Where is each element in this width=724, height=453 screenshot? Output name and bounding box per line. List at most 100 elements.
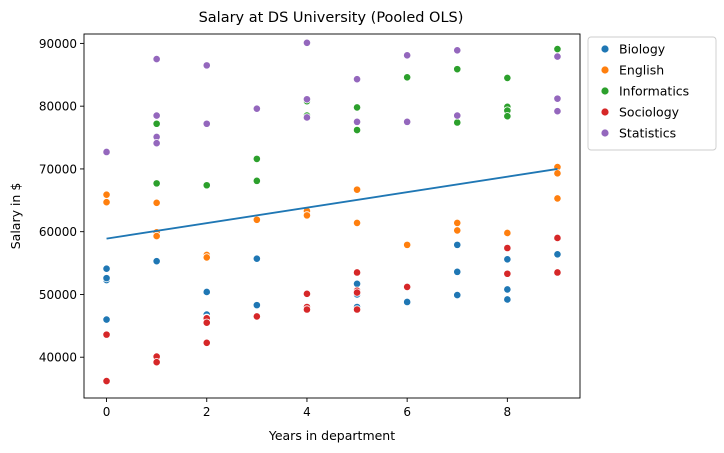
data-point <box>202 181 211 190</box>
data-point <box>152 139 161 148</box>
data-point <box>403 51 412 60</box>
data-point <box>102 198 111 207</box>
x-tick-label: 6 <box>403 405 411 419</box>
data-point <box>352 218 362 228</box>
data-point <box>453 267 462 276</box>
data-point <box>352 103 362 112</box>
data-point <box>102 330 111 339</box>
data-point <box>352 288 362 297</box>
data-point <box>453 218 462 228</box>
legend-item: Sociology <box>600 105 680 120</box>
legend-box <box>587 36 717 151</box>
data-point <box>453 240 462 249</box>
data-point <box>102 190 111 199</box>
series-english <box>102 162 562 262</box>
chart-title: Salary at DS University (Pooled OLS) <box>199 10 464 26</box>
data-point <box>453 290 462 300</box>
data-point <box>503 73 512 83</box>
data-point <box>503 295 512 304</box>
data-point <box>453 111 462 120</box>
data-point <box>503 243 512 253</box>
data-point <box>352 279 362 288</box>
legend: Biology English Informatics Sociology Statis… <box>587 36 717 151</box>
data-point <box>553 233 562 243</box>
y-tick-label: 70000 <box>39 162 77 176</box>
data-point <box>252 312 261 321</box>
data-point <box>152 179 161 188</box>
data-point <box>503 269 512 278</box>
legend-marker <box>600 44 610 54</box>
data-point <box>352 125 362 135</box>
series-sociology <box>102 233 562 386</box>
data-point <box>252 301 261 310</box>
x-axis-label: Years in department <box>268 428 395 443</box>
data-point <box>553 194 562 203</box>
x-tick-label: 8 <box>504 405 512 419</box>
y-tick-label: 90000 <box>39 37 77 51</box>
data-point <box>202 318 211 327</box>
data-point <box>302 289 312 298</box>
legend-marker <box>600 65 610 75</box>
data-point <box>503 285 512 294</box>
data-point <box>453 226 462 235</box>
series-informatics <box>152 44 562 190</box>
legend-label: Statistics <box>619 126 676 141</box>
data-point <box>403 73 412 82</box>
data-point <box>553 52 562 61</box>
data-point <box>553 169 562 178</box>
x-axis: 0 2 4 6 8 <box>103 398 511 419</box>
data-point <box>352 185 362 194</box>
data-point <box>302 211 312 220</box>
y-tick-label: 50000 <box>39 288 77 302</box>
data-point <box>403 297 412 307</box>
data-point <box>453 65 462 74</box>
data-point <box>202 253 211 262</box>
legend-label: English <box>619 63 664 78</box>
series-biology <box>102 240 562 324</box>
data-point <box>503 112 512 121</box>
x-tick-label: 0 <box>103 405 111 419</box>
data-point <box>302 305 312 314</box>
y-axis-label: Salary in $ <box>8 183 23 250</box>
data-point <box>252 215 261 224</box>
data-point <box>102 147 111 157</box>
legend-marker <box>600 86 610 96</box>
legend-item: Statistics <box>600 126 676 141</box>
data-point <box>403 117 412 126</box>
legend-item: Informatics <box>600 84 689 99</box>
plot-frame <box>83 33 581 399</box>
data-point <box>152 119 161 128</box>
data-point <box>503 228 512 238</box>
y-tick-label: 60000 <box>39 225 77 239</box>
legend-label: Informatics <box>619 84 689 99</box>
legend-item: English <box>600 63 664 78</box>
data-point <box>252 176 261 185</box>
data-point <box>553 94 562 103</box>
x-tick-label: 4 <box>303 405 311 419</box>
data-point <box>302 95 312 104</box>
legend-item: Biology <box>600 42 666 57</box>
data-point <box>403 282 412 292</box>
legend-label: Biology <box>619 42 666 57</box>
data-point <box>152 358 161 367</box>
data-point <box>152 257 161 266</box>
data-point <box>453 46 462 55</box>
data-point <box>202 119 211 128</box>
data-point <box>152 198 161 207</box>
data-point <box>252 104 261 113</box>
y-tick-label: 40000 <box>39 351 77 365</box>
data-point <box>352 268 362 277</box>
y-tick-label: 80000 <box>39 100 77 114</box>
data-point <box>553 250 562 259</box>
data-point <box>553 268 562 277</box>
plot-area <box>102 38 562 386</box>
legend-marker <box>600 107 610 117</box>
data-point <box>553 44 562 54</box>
data-point <box>403 240 412 249</box>
data-point <box>352 75 362 84</box>
data-point <box>202 287 211 297</box>
data-point <box>102 315 111 324</box>
data-point <box>152 55 161 64</box>
data-point <box>553 107 562 116</box>
